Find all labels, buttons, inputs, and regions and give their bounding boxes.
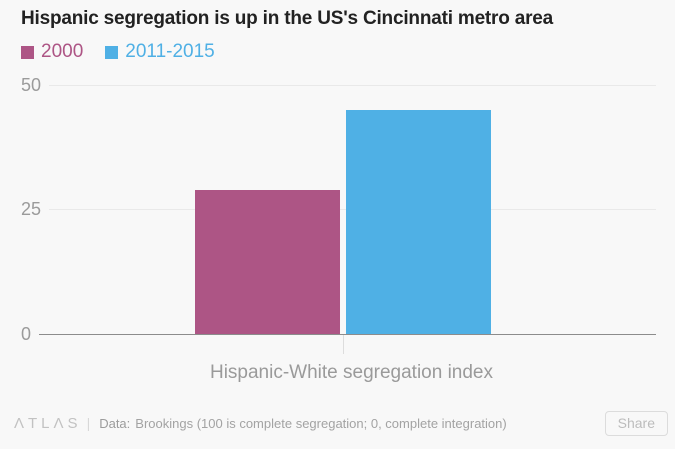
atlas-logo: ΛTLΛS <box>14 414 82 432</box>
y-tick-label-50: 50 <box>21 74 42 95</box>
legend-label-2000: 2000 <box>41 41 84 62</box>
legend-label-2011-2015: 2011-2015 <box>125 41 215 62</box>
x-axis-tick <box>343 335 344 354</box>
gridline <box>49 84 656 86</box>
data-source-label: Data: <box>99 415 131 431</box>
footer: ΛTLΛS | Data: Brookings (100 is complete… <box>14 408 668 438</box>
y-tick-label-0: 0 <box>21 323 32 344</box>
x-axis-line <box>39 333 656 335</box>
legend-swatch-2000 <box>21 45 34 59</box>
bar-2000[interactable] <box>195 189 340 334</box>
footer-divider: | <box>86 415 91 431</box>
legend-item-2000[interactable]: 2000 <box>21 41 83 63</box>
legend-swatch-2011-2015 <box>105 45 119 59</box>
x-axis-label: Hispanic-White segregation index <box>209 362 494 383</box>
data-source-text: Brookings (100 is complete segregation; … <box>135 415 507 431</box>
share-button[interactable]: Share <box>604 410 668 436</box>
gridline-row-0: 0 <box>21 324 656 344</box>
chart-title: Hispanic segregation is up in the US's C… <box>21 8 554 29</box>
plot-area: 0 25 50 <box>21 75 656 354</box>
legend: 2000 2011-2015 <box>21 41 215 63</box>
y-tick-label-25: 25 <box>21 199 42 219</box>
legend-item-2011-2015[interactable]: 2011-2015 <box>105 41 215 63</box>
bar-2011-2015[interactable] <box>346 109 491 334</box>
gridline-row-50: 50 <box>21 75 656 95</box>
